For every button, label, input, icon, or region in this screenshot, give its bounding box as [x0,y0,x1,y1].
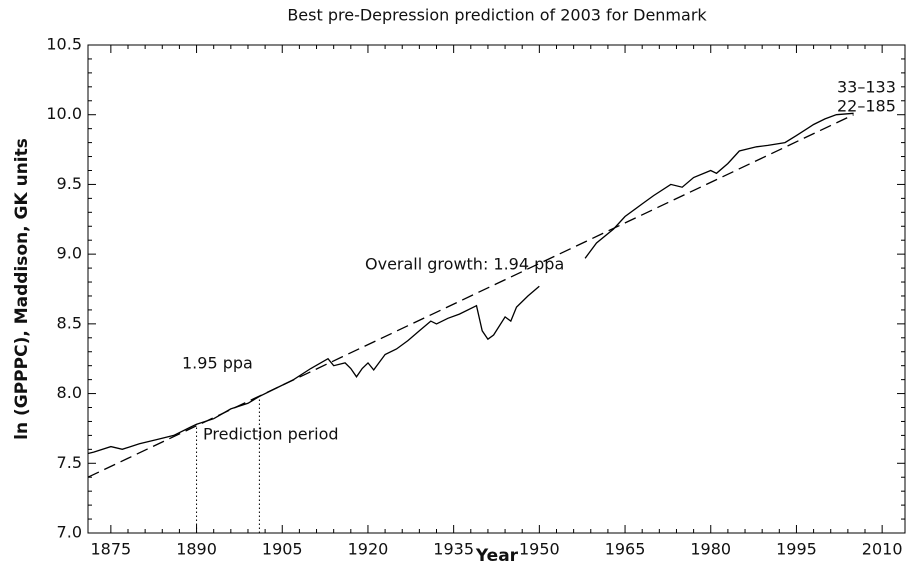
y-tick-label: 7.5 [57,453,82,472]
annotation: 1.95 ppa [182,354,253,373]
series-line [87,114,854,478]
x-tick-label: 1995 [776,540,817,559]
x-tick-label: 2010 [862,540,903,559]
x-tick-label: 1890 [176,540,217,559]
series-line [87,112,854,455]
plot-frame [87,44,906,534]
x-tick-label: 1935 [433,540,474,559]
y-tick-label: 10.5 [46,35,82,54]
x-tick-label: 1980 [690,540,731,559]
y-tick-label: 7.0 [57,523,82,542]
annotation: Prediction period [203,425,339,444]
x-axis-label: Year [475,546,519,566]
x-tick-label: 1950 [519,540,560,559]
x-tick-label: 1965 [605,540,646,559]
x-tick-label: 1875 [90,540,131,559]
y-tick-label: 9.5 [57,174,82,193]
x-tick-label: 1905 [262,540,303,559]
x-tick-label: 1920 [348,540,389,559]
y-tick-label: 8.0 [57,383,82,402]
annotation: 33–133 [837,78,896,97]
y-axis-label: ln (GPPPC), Maddison, GK units [12,138,32,440]
y-tick-label: 10.0 [46,104,82,123]
y-tick-label: 9.0 [57,244,82,263]
annotation: 22–185 [837,97,896,116]
y-tick-label: 8.5 [57,313,82,332]
annotation: Overall growth: 1.94 ppa [365,255,564,274]
chart-title: Best pre-Depression prediction of 2003 f… [287,6,707,25]
